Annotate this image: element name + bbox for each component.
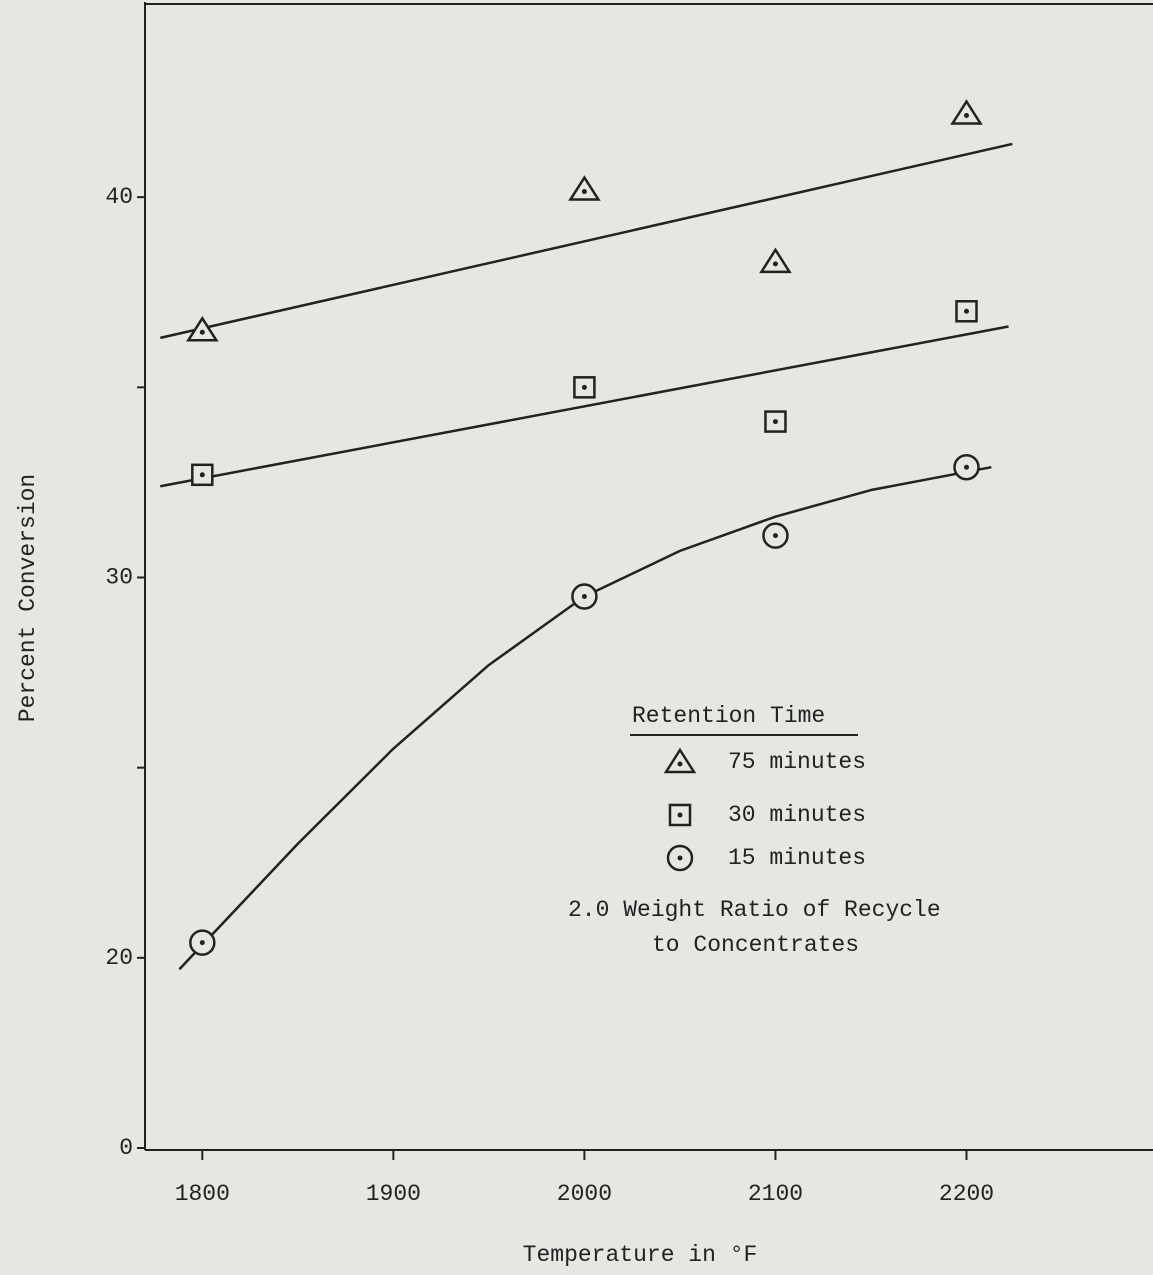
y-tick-label: 20	[105, 945, 133, 971]
point-dot	[581, 384, 587, 390]
x-axis-label: Temperature in °F	[523, 1242, 758, 1268]
legend-marker-dot	[677, 812, 683, 818]
x-tick-label: 2000	[557, 1181, 612, 1207]
point-dot	[772, 419, 778, 425]
point	[759, 247, 792, 274]
point-dot	[964, 112, 970, 118]
point	[568, 175, 601, 201]
annotation: to Concentrates	[652, 932, 859, 958]
point-dot	[199, 940, 205, 946]
legend-marker	[666, 844, 694, 872]
y-tick-label: 30	[105, 565, 133, 591]
point	[950, 99, 983, 125]
y-tick-label: 40	[105, 184, 133, 210]
y-tick-label: 0	[119, 1135, 133, 1161]
point-dot	[964, 308, 970, 314]
point-dot	[581, 189, 587, 195]
y-axis-label: Percent Conversion	[15, 474, 41, 722]
point-dot	[199, 472, 205, 478]
legend-title: Retention Time	[632, 703, 825, 729]
legend-label: 15 minutes	[728, 845, 866, 871]
x-tick-label: 1800	[175, 1181, 230, 1207]
legend-marker	[668, 803, 692, 827]
fit-line	[160, 142, 1013, 340]
legend-marker-dot	[677, 761, 683, 767]
legend-marker-dot	[677, 855, 683, 861]
point-dot	[772, 261, 778, 267]
annotation: 2.0 Weight Ratio of Recycle	[568, 897, 941, 923]
x-tick-label: 1900	[366, 1181, 421, 1207]
fit-line	[160, 325, 1009, 488]
legend-label: 30 minutes	[728, 802, 866, 828]
x-tick-label: 2200	[939, 1181, 994, 1207]
legend-marker	[663, 747, 697, 774]
point	[186, 315, 219, 342]
x-tick-label: 2100	[748, 1181, 803, 1207]
point-dot	[964, 464, 970, 470]
legend-label: 75 minutes	[728, 749, 866, 775]
point-dot	[199, 329, 205, 335]
point-dot	[581, 594, 587, 600]
point-dot	[772, 533, 778, 539]
